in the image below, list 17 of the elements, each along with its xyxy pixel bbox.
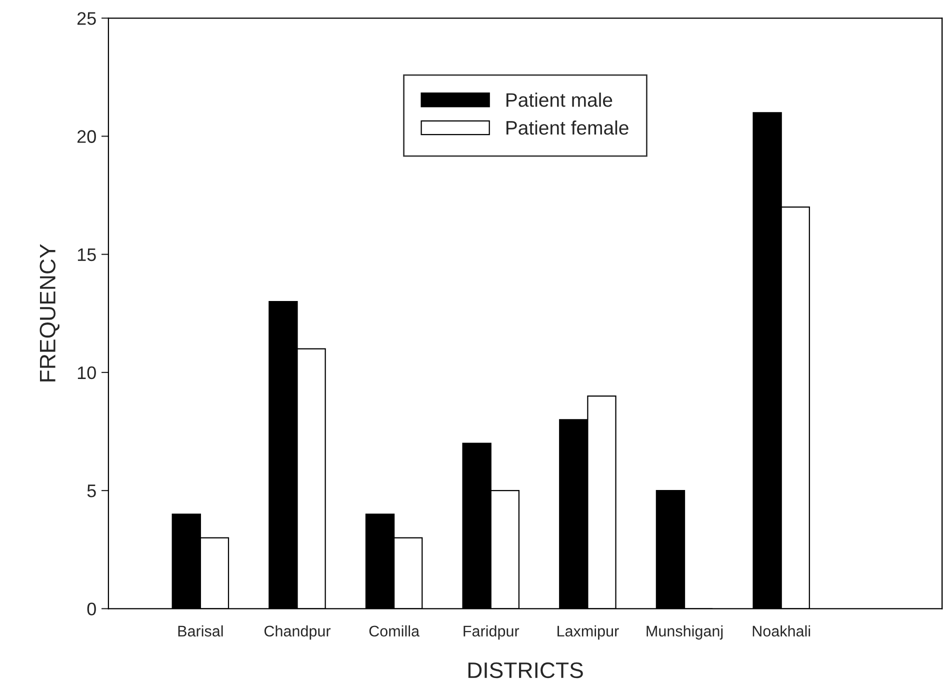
x-tick-label: Laxmipur (558, 625, 619, 640)
y-axis-title: FREQUENCY (40, 244, 60, 382)
x-axis-title: DISTRICTS (468, 662, 583, 678)
y-tick-label: 15 (78, 248, 96, 262)
y-tick-label: 20 (77, 130, 96, 143)
y-tick-label: 10 (78, 366, 96, 380)
legend-label: Patient female (506, 120, 628, 135)
x-tick-label: Munshiganj (646, 625, 723, 640)
x-tick-label: Barisal (178, 625, 223, 637)
y-tick-label: 25 (77, 12, 96, 25)
x-tick-label: Comilla (369, 625, 420, 637)
legend-label: Patient male (506, 92, 612, 107)
x-tick-label: Chandpur (264, 625, 331, 640)
x-tick-label: Noakhali (752, 625, 810, 637)
y-tick-label: 0 (87, 602, 96, 616)
x-tick-label: Faridpur (464, 625, 520, 640)
y-tick-label: 5 (87, 484, 96, 498)
